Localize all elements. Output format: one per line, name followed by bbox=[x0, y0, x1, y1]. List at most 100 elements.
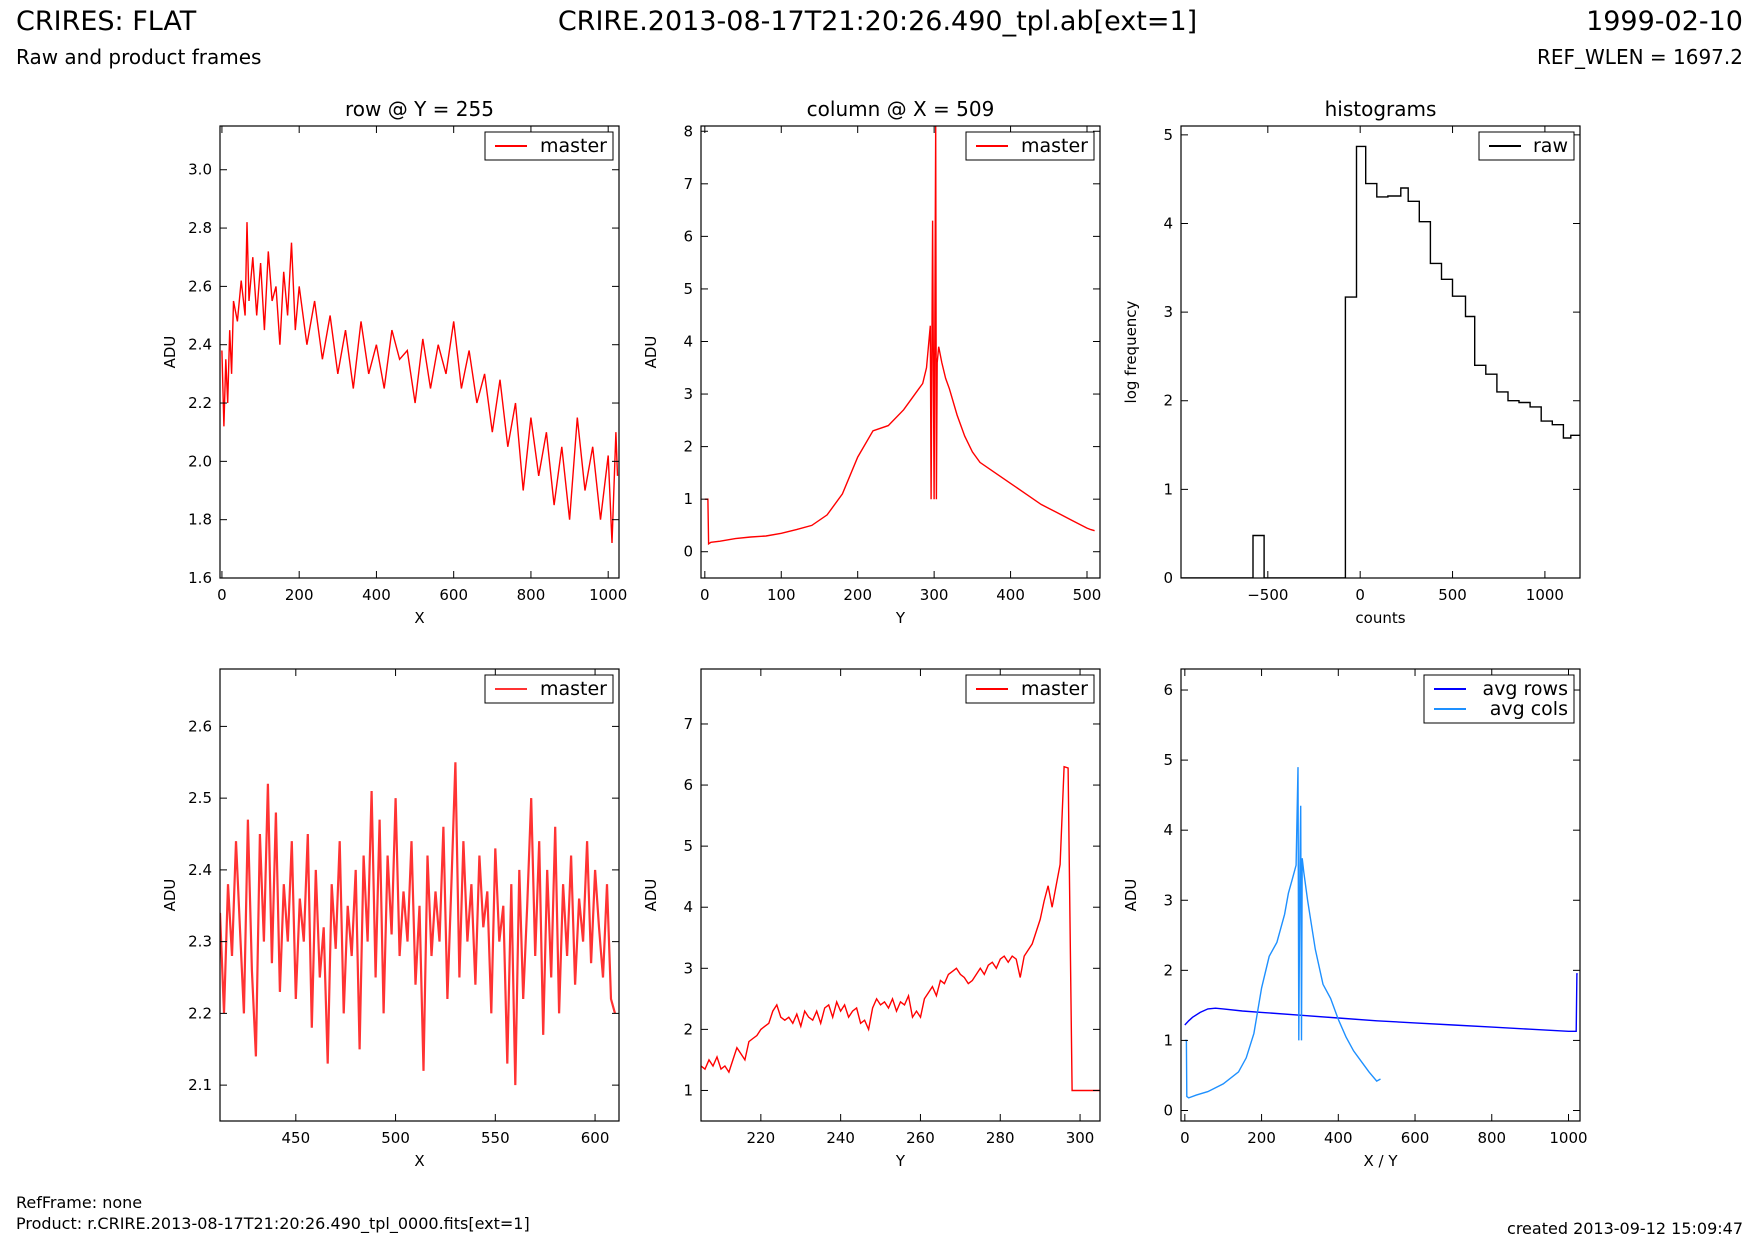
y-tick-label: 0 bbox=[1163, 569, 1173, 587]
x-tick-label: 600 bbox=[1401, 1129, 1430, 1147]
chart-averages: 0 200 400 600 800 1000 0 1 2 3 4 5 6 X / Y ADU avg rows… bbox=[1122, 668, 1588, 1170]
y-tick-label: 5 bbox=[683, 837, 693, 855]
y-tick-label: 2 bbox=[1163, 392, 1173, 410]
y-tick-label: 4 bbox=[683, 332, 693, 350]
chart-row_zoom: 450 500 550 600 2.1 2.2 2.3 2.4 2.5 2.6 X ADU master bbox=[161, 668, 620, 1170]
x-axis-label: counts bbox=[1355, 609, 1405, 627]
y-tick-label: 1 bbox=[683, 490, 693, 508]
legend-label: master bbox=[1021, 135, 1088, 157]
y-tick-label: 3.0 bbox=[188, 161, 212, 179]
y-axis-label: ADU bbox=[642, 879, 660, 912]
x-tick-label: 280 bbox=[986, 1129, 1015, 1147]
y-tick-label: 5 bbox=[683, 280, 693, 298]
x-tick-label: 500 bbox=[1438, 586, 1467, 604]
x-tick-label: 550 bbox=[481, 1129, 510, 1147]
x-tick-label: 600 bbox=[581, 1129, 610, 1147]
chart-row: 0 200 400 600 800 1000 1.6 1.8 2.0 2.2 2.4 2.6 2.8 3.… bbox=[161, 97, 627, 627]
series-line-master bbox=[221, 222, 619, 544]
y-tick-label: 2.2 bbox=[188, 1004, 212, 1022]
x-tick-label: 450 bbox=[281, 1129, 310, 1147]
chart-column: 0 100 200 300 400 500 0 1 2 3 4 5 6 7 8 column @ X = 50… bbox=[642, 97, 1101, 627]
y-tick-label: 2.4 bbox=[188, 336, 212, 354]
y-tick-label: 4 bbox=[1163, 821, 1173, 839]
x-tick-label: 400 bbox=[362, 586, 391, 604]
x-tick-label: 500 bbox=[381, 1129, 410, 1147]
y-tick-label: 0 bbox=[683, 543, 693, 561]
ref-frame-label: RefFrame: none bbox=[16, 1193, 143, 1212]
x-axis-label: Y bbox=[895, 609, 906, 627]
x-tick-label: 0 bbox=[1355, 586, 1365, 604]
y-tick-label: 2.2 bbox=[188, 394, 212, 412]
y-tick-label: 6 bbox=[1163, 681, 1173, 699]
legend-label: avg rows bbox=[1483, 678, 1568, 700]
x-tick-label: 0 bbox=[217, 586, 227, 604]
y-tick-label: 1 bbox=[1163, 480, 1173, 498]
y-tick-label: 2.0 bbox=[188, 452, 212, 470]
y-tick-label: 2.4 bbox=[188, 861, 212, 879]
series-line-master bbox=[220, 762, 617, 1086]
y-axis-label: ADU bbox=[161, 879, 179, 912]
y-tick-label: 2.3 bbox=[188, 933, 212, 951]
x-tick-label: 400 bbox=[1324, 1129, 1353, 1147]
y-tick-label: 1.6 bbox=[188, 569, 212, 587]
chart-column_zoom: 220 240 260 280 300 1 2 3 4 5 6 7 Y ADU master bbox=[642, 668, 1101, 1170]
x-tick-label: 300 bbox=[920, 586, 949, 604]
y-tick-label: 8 bbox=[683, 122, 693, 140]
y-tick-label: 2.8 bbox=[188, 219, 212, 237]
x-tick-label: 500 bbox=[1073, 586, 1102, 604]
x-tick-label: −500 bbox=[1247, 586, 1288, 604]
legend-label: master bbox=[540, 135, 607, 157]
y-tick-label: 3 bbox=[683, 959, 693, 977]
y-tick-label: 2.6 bbox=[188, 277, 212, 295]
y-tick-label: 1.8 bbox=[188, 511, 212, 529]
x-axis-label: X bbox=[414, 609, 424, 627]
x-tick-label: 100 bbox=[767, 586, 796, 604]
plot-frame bbox=[1180, 668, 1581, 1122]
legend-label: avg cols bbox=[1490, 698, 1568, 720]
y-tick-label: 5 bbox=[1163, 751, 1173, 769]
figure-subtitle: Raw and product frames bbox=[16, 45, 262, 69]
y-tick-label: 1 bbox=[683, 1081, 693, 1099]
legend-label: master bbox=[540, 678, 607, 700]
y-axis-label: ADU bbox=[642, 336, 660, 369]
y-tick-label: 3 bbox=[1163, 891, 1173, 909]
y-tick-label: 6 bbox=[683, 776, 693, 794]
y-tick-label: 4 bbox=[683, 898, 693, 916]
x-tick-label: 600 bbox=[439, 586, 468, 604]
date-title: 1999-02-10 bbox=[1586, 6, 1743, 37]
series-line-avg-rows bbox=[1184, 973, 1578, 1033]
y-tick-label: 7 bbox=[683, 175, 693, 193]
chart-title: row @ Y = 255 bbox=[345, 97, 494, 121]
y-tick-label: 6 bbox=[683, 227, 693, 245]
ref-wlen-label: REF_WLEN = 1697.2 bbox=[1536, 45, 1743, 69]
y-tick-label: 2.5 bbox=[188, 789, 212, 807]
product-label: Product: r.CRIRE.2013-08-17T21:20:26.490… bbox=[16, 1214, 530, 1233]
y-axis-label: ADU bbox=[161, 336, 179, 369]
created-timestamp: created 2013-09-12 15:09:47 bbox=[1507, 1219, 1743, 1238]
file-name-title: CRIRE.2013-08-17T21:20:26.490_tpl.ab[ext… bbox=[557, 6, 1198, 37]
y-tick-label: 0 bbox=[1163, 1101, 1173, 1119]
x-tick-label: 0 bbox=[700, 586, 710, 604]
y-tick-label: 2 bbox=[683, 438, 693, 456]
y-tick-label: 3 bbox=[683, 385, 693, 403]
y-tick-label: 5 bbox=[1163, 126, 1173, 144]
x-tick-label: 800 bbox=[517, 586, 546, 604]
x-tick-label: 260 bbox=[906, 1129, 935, 1147]
plot-frame bbox=[700, 125, 1101, 579]
x-tick-label: 300 bbox=[1066, 1129, 1095, 1147]
y-tick-label: 7 bbox=[683, 715, 693, 733]
figure-title: CRIRES: FLAT bbox=[16, 6, 197, 37]
series-line-master bbox=[704, 126, 1095, 546]
x-axis-label: X / Y bbox=[1363, 1152, 1398, 1170]
x-tick-label: 200 bbox=[1247, 1129, 1276, 1147]
plot-frame bbox=[1180, 125, 1581, 579]
x-tick-label: 200 bbox=[843, 586, 872, 604]
x-tick-label: 1000 bbox=[589, 586, 627, 604]
x-tick-label: 400 bbox=[996, 586, 1025, 604]
plot-frame bbox=[219, 125, 620, 579]
plot-frame bbox=[700, 668, 1101, 1122]
x-tick-label: 800 bbox=[1477, 1129, 1506, 1147]
chart-title: column @ X = 509 bbox=[807, 97, 995, 121]
chart-histograms: −500 0 500 1000 0 1 2 3 4 5 histograms counts log fr… bbox=[1122, 97, 1581, 627]
